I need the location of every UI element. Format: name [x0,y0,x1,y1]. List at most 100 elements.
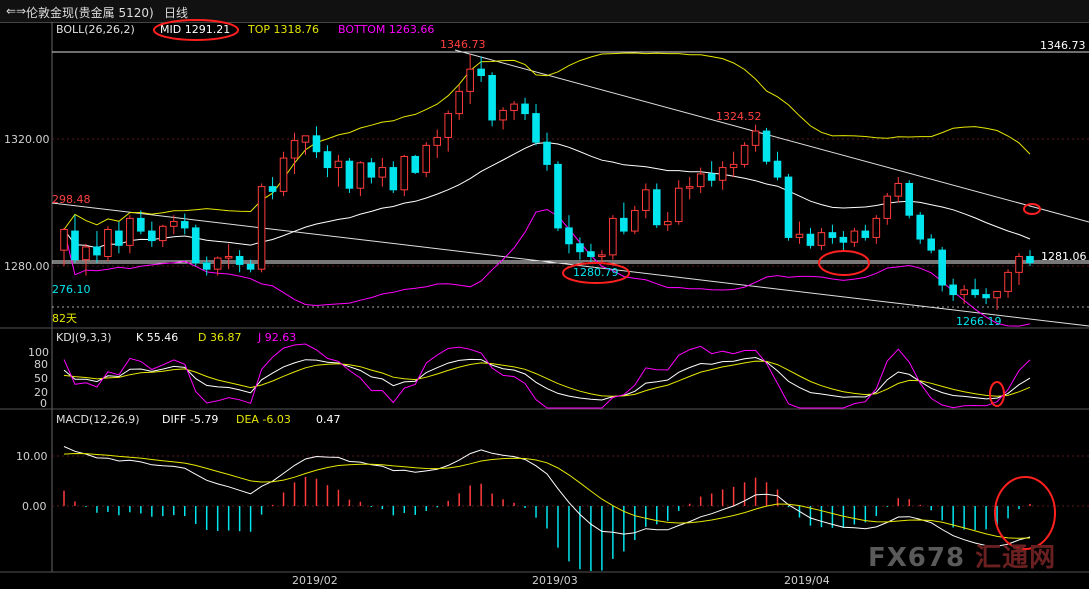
candle-body [620,217,628,232]
candle-body [323,151,332,169]
candle-body [938,249,946,286]
macd-legend-title: MACD(12,26,9) [56,413,140,426]
candle-body [466,68,474,92]
candle-body [663,221,672,226]
kdj-y-20: 20 [34,386,48,399]
kdj-y-50: 50 [34,372,48,385]
boll-bottom-line [63,208,1031,327]
kdj-y-100: 100 [28,346,49,359]
candle-body [839,236,848,243]
candle-body [213,257,222,270]
candle-body [521,103,529,115]
candle-body [905,182,914,216]
candle-body [762,130,771,162]
candle-body [115,230,123,246]
kdj-y-0: 0 [40,397,47,410]
candle-body [345,160,354,189]
candle-body [433,136,442,146]
candle-body [159,225,167,242]
candle-body [126,217,134,246]
annot-high-1: 1346.73 [440,38,486,51]
candle-body [609,217,617,256]
annot-high-right: 1346.73 [1040,39,1086,52]
candle-body [729,163,738,169]
candle-body [93,246,101,256]
highlight-low [562,262,630,284]
macd-y-10: 10.00 [16,450,48,463]
symbol-title: 伦敦金现(贵金属 5120) [26,6,154,20]
kdj-legend-k: K 55.46 [136,331,178,344]
boll-bands [63,52,1031,327]
candle-body [1015,255,1023,273]
period-label[interactable]: 日线 [164,6,189,20]
candle-body [532,113,540,143]
macd-legend-dea: DEA -6.03 [236,413,291,426]
candle-body [543,141,551,165]
candle-body [1004,271,1012,292]
candle-body [993,290,1001,299]
candle-body [751,130,760,146]
candle-body [806,233,815,246]
candle-body [1026,255,1034,264]
highlight-mid [153,19,239,41]
annot-left-val: 298.48 [52,193,91,206]
candle-body [872,217,881,238]
highlight-boll [818,250,870,276]
x-label-mar: 2019/03 [532,574,578,587]
candle-body [587,251,595,257]
candle-body [169,221,178,227]
macd-legend-diff: DIFF -5.79 [162,413,218,426]
macd-y-0: 0.00 [22,500,47,513]
y-label-1320: 1320.00 [4,133,50,146]
candle-body [268,186,277,192]
candle-body [224,255,233,259]
candle-body [279,157,288,192]
candle-body [674,187,683,223]
annot-high-apr: 1324.52 [716,110,762,123]
candle-body [389,167,398,191]
macd-diff-line [63,446,1031,547]
kdj-d-line [63,360,1031,397]
title-bar: ⇐⇒ 伦敦金现(贵金属 5120) 日线 [0,0,1089,23]
candle-body [356,162,365,189]
candle-body [960,289,968,296]
candle-body [104,228,112,257]
candle-body [740,144,749,165]
nav-arrows-icon[interactable]: ⇐⇒ [6,4,27,18]
candle-body [202,262,211,270]
candle-body [301,135,310,143]
candle-body [850,230,859,243]
candle-body [828,232,837,238]
candle-body [488,75,496,121]
candle-body [148,230,156,242]
boll-legend-title: BOLL(26,26,2) [56,23,135,36]
boll-legend-bottom: BOTTOM 1263.66 [338,23,434,36]
candle-body [685,186,694,189]
candle-body [71,230,79,261]
candle-body [246,263,255,270]
kdj-legend-j: J 92.63 [257,331,296,344]
boll-top-line [63,52,1031,230]
kdj-legend-title: KDJ(9,3,3) [56,331,112,344]
kdj-j-line [63,343,1031,409]
candle-body [642,189,650,211]
candle-body [312,135,321,153]
candles [60,54,1034,310]
candle-body [82,246,90,261]
candle-body [477,68,485,77]
candle-body [554,163,562,229]
candle-body [971,289,979,296]
candle-body [60,228,68,251]
candle-body [576,243,584,253]
candle-body [784,176,793,238]
candle-body [290,140,299,159]
candle-body [949,284,957,296]
highlight-kdj [989,381,1005,407]
candle-body [718,167,727,181]
candle-body [707,173,716,181]
candle-body [499,109,507,121]
kdj-legend-d: D 36.87 [198,331,241,344]
highlight-macd [994,476,1056,550]
macd-bars [63,446,1031,571]
